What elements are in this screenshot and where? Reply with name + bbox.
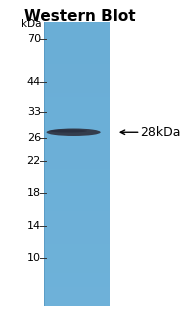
Bar [44,230,110,235]
Bar [44,97,110,102]
Bar [44,93,110,97]
Bar [44,259,110,263]
Bar [44,31,110,36]
Bar [44,22,110,306]
Bar [44,88,110,93]
Bar [44,273,110,277]
Bar [44,183,110,188]
Bar [44,225,110,230]
Bar [44,277,110,282]
Bar [44,121,110,126]
Bar [44,36,110,40]
Text: kDa: kDa [21,19,42,28]
Text: 70: 70 [27,34,41,44]
Bar [44,64,110,69]
Bar [44,40,110,45]
Text: 18: 18 [27,188,41,198]
Bar [44,244,110,249]
Bar [44,216,110,221]
Bar [44,263,110,268]
Bar [44,116,110,121]
Bar [44,168,110,173]
Bar [44,287,110,292]
Text: 14: 14 [27,221,41,231]
Bar [44,164,110,168]
Bar [44,154,110,159]
Text: 26: 26 [27,133,41,142]
Bar [44,107,110,112]
Ellipse shape [47,129,101,136]
Bar [44,78,110,83]
Bar [44,239,110,244]
Bar [44,254,110,259]
Bar [44,50,110,55]
Bar [44,145,110,150]
Text: 22: 22 [27,156,41,166]
Bar [44,26,110,31]
Bar [44,22,45,306]
Bar [44,211,110,216]
Bar [44,150,110,154]
Bar [44,173,110,178]
Bar [44,249,110,254]
Text: Western Blot: Western Blot [24,9,136,24]
Ellipse shape [49,129,87,133]
Bar [44,192,110,197]
Bar [44,135,110,140]
Bar [44,102,110,107]
Bar [44,188,110,192]
Bar [44,22,110,26]
Bar [44,126,110,131]
Bar [44,83,110,88]
Bar [44,296,110,301]
Bar [44,74,110,78]
Bar [44,69,110,74]
Bar [44,301,110,306]
Bar [44,112,110,116]
Text: 10: 10 [27,253,41,263]
Bar [44,202,110,206]
Text: 33: 33 [27,107,41,117]
Bar [44,235,110,239]
Bar [44,268,110,273]
Bar [44,60,110,64]
Text: 28kDa: 28kDa [141,126,181,139]
Bar [44,55,110,60]
Bar [44,292,110,296]
Bar [44,178,110,183]
Bar [44,159,110,164]
Bar [44,140,110,145]
Bar [44,197,110,202]
Bar [44,206,110,211]
Bar [44,45,110,50]
Bar [44,282,110,287]
Bar [44,131,110,135]
Text: 44: 44 [27,77,41,87]
Bar [44,221,110,225]
